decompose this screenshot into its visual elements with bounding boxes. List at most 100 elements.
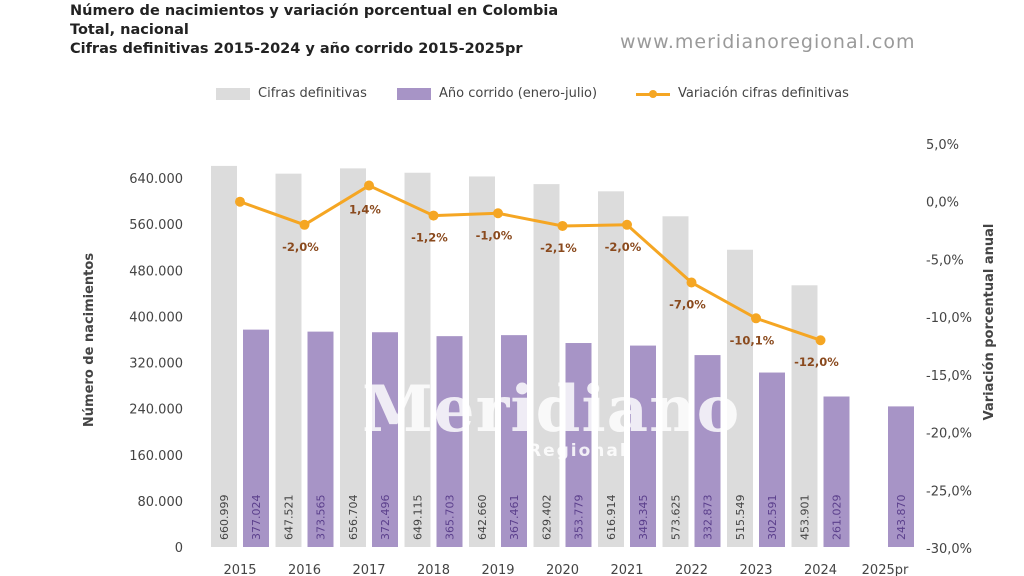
y-right-tick-label: -5,0% — [926, 253, 964, 268]
bar-ano-corrido — [243, 329, 269, 547]
chart-title: Número de nacimientos y variación porcen… — [70, 3, 559, 19]
bar-definitivas — [662, 216, 689, 547]
y-tick-label: 640.000 — [129, 172, 183, 187]
bar-definitivas-label: 616.914 — [605, 495, 618, 541]
x-tick-label: 2018 — [417, 563, 450, 576]
y-tick-label: 0 — [175, 541, 183, 556]
line-variacion-point — [364, 180, 374, 191]
x-tick-label: 2015 — [223, 563, 256, 576]
line-variacion-point — [686, 277, 697, 288]
legend-label-definitivas: Cifras definitivas — [258, 86, 367, 101]
bar-definitivas — [598, 191, 624, 547]
bar-ano-corrido-label: 302.591 — [766, 495, 779, 541]
x-tick-label: 2025pr — [862, 563, 909, 576]
bar-ano-corrido-label: 365.703 — [444, 495, 457, 541]
y-right-tick-label: -25,0% — [926, 484, 972, 499]
line-variacion-point — [299, 219, 310, 230]
y-tick-label: 560.000 — [129, 218, 183, 233]
bar-definitivas-label: 453.901 — [799, 495, 812, 541]
bar-definitivas-label: 660.999 — [218, 495, 231, 541]
line-variacion — [239, 183, 821, 342]
legend-swatch-ano-corrido — [397, 87, 431, 100]
y-tick-label: 480.000 — [129, 264, 183, 279]
bar-ano-corrido — [888, 406, 914, 547]
bar-definitivas-label: 573.625 — [670, 495, 683, 541]
legend-item-ano-corrido: Año corrido (enero-julio) — [397, 86, 597, 101]
line-variacion-label: -1,2% — [411, 231, 448, 245]
x-tick-label: 2016 — [288, 563, 321, 576]
bar-definitivas-label: 649.115 — [412, 495, 425, 541]
bar-ano-corrido — [759, 372, 785, 547]
line-variacion-label: 1,4% — [349, 203, 381, 217]
x-tick-label: 2023 — [739, 563, 772, 576]
bar-definitivas-label: 656.704 — [347, 495, 360, 541]
y-tick-label: 320.000 — [129, 357, 183, 372]
bar-definitivas-label: 515.549 — [734, 495, 747, 541]
watermark-logo-sub: Regional — [528, 441, 628, 461]
chart-title-block: Número de nacimientos y variación porcen… — [70, 2, 558, 59]
bar-definitivas — [275, 173, 302, 547]
x-tick-label: 2021 — [610, 563, 643, 576]
line-variacion-point — [751, 313, 761, 324]
bar-ano-corrido — [307, 331, 334, 547]
bar-definitivas-label: 629.402 — [541, 495, 554, 541]
bar-ano-corrido — [436, 336, 463, 547]
y-tick-label: 80.000 — [138, 495, 184, 510]
y-right-tick-label: 5,0% — [926, 138, 959, 153]
chart-legend: Cifras definitivas Año corrido (enero-ju… — [0, 86, 1024, 106]
line-variacion-point — [557, 220, 568, 231]
legend-swatch-definitivas — [216, 87, 250, 100]
bar-ano-corrido-label: 372.496 — [379, 495, 392, 541]
bar-ano-corrido — [823, 396, 850, 547]
bar-definitivas — [533, 184, 560, 547]
bar-ano-corrido-label: 353.779 — [573, 495, 586, 541]
bar-ano-corrido — [694, 355, 721, 547]
bar-ano-corrido — [630, 345, 656, 547]
bar-definitivas — [211, 165, 237, 547]
bar-ano-corrido — [565, 343, 592, 547]
bar-ano-corrido-label: 367.461 — [508, 495, 521, 541]
watermark-logo: Meridiano — [362, 372, 741, 447]
bar-definitivas-label: 647.521 — [283, 495, 296, 541]
line-variacion-point — [815, 335, 826, 346]
y-tick-label: 240.000 — [129, 403, 183, 418]
watermark-url: www.meridianoregional.com — [620, 31, 916, 53]
y-right-tick-label: -15,0% — [926, 369, 972, 384]
y-axis-title: Número de nacimientos — [82, 253, 97, 427]
y-right-tick-label: 0,0% — [926, 196, 959, 211]
chart-subtitle-scope: Total, nacional — [70, 22, 189, 38]
legend-label-variacion: Variación cifras definitivas — [678, 86, 849, 101]
bar-definitivas-label: 642.660 — [476, 495, 489, 541]
legend-label-ano-corrido: Año corrido (enero-julio) — [439, 86, 598, 101]
chart-subtitle-period: Cifras definitivas 2015-2024 y año corri… — [70, 41, 523, 57]
bar-ano-corrido-label: 377.024 — [250, 495, 263, 541]
bar-definitivas — [727, 249, 753, 547]
bar-definitivas — [340, 168, 366, 548]
line-variacion-label: -7,0% — [669, 298, 706, 312]
bar-definitivas — [404, 172, 431, 547]
line-variacion-label: -2,1% — [540, 241, 577, 255]
bar-ano-corrido-label: 261.029 — [831, 495, 844, 541]
bar-ano-corrido — [501, 335, 527, 547]
x-tick-label: 2022 — [675, 563, 708, 576]
y-tick-label: 400.000 — [129, 310, 183, 325]
y-right-tick-label: -10,0% — [926, 311, 972, 326]
bar-definitivas — [469, 176, 495, 547]
line-variacion-label: -12,0% — [794, 355, 839, 369]
line-variacion-label: -2,0% — [605, 240, 642, 254]
x-tick-label: 2019 — [481, 563, 514, 576]
bar-ano-corrido-label: 332.873 — [702, 495, 715, 541]
x-tick-label: 2024 — [804, 563, 837, 576]
line-variacion-point — [235, 196, 245, 207]
line-variacion-point — [493, 208, 503, 219]
line-variacion-label: -2,0% — [282, 240, 319, 254]
line-variacion-label: -10,1% — [730, 333, 775, 347]
x-tick-label: 2017 — [352, 563, 385, 576]
bar-definitivas — [791, 285, 818, 547]
y-right-axis-title: Variación porcentual anual — [982, 224, 997, 421]
y-right-tick-label: -30,0% — [926, 542, 972, 557]
bar-ano-corrido — [372, 332, 398, 547]
bar-ano-corrido-label: 349.345 — [637, 495, 650, 541]
line-variacion-point — [622, 219, 632, 230]
bar-ano-corrido-label: 373.565 — [315, 495, 328, 541]
